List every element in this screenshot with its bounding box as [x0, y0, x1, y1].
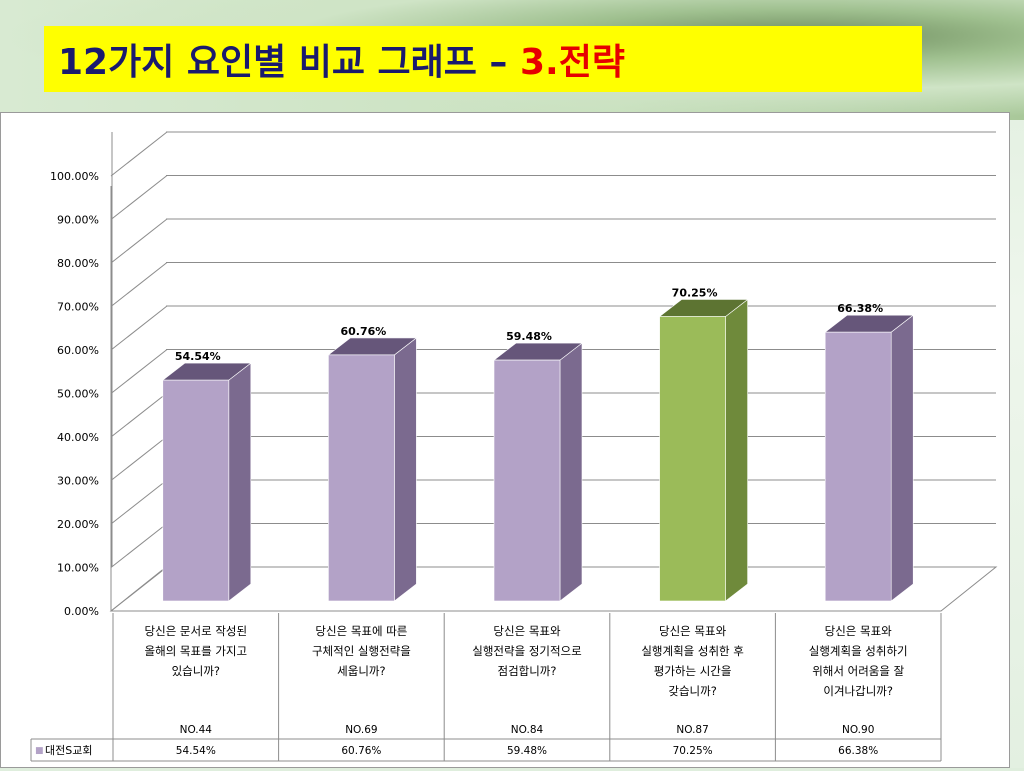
- y-tick-label: 90.00%: [57, 214, 99, 227]
- y-tick-label: 60.00%: [57, 344, 99, 357]
- category-code: NO.87: [676, 724, 708, 736]
- data-label: 60.76%: [340, 325, 386, 338]
- bar-side: [559, 342, 583, 602]
- bar-side: [725, 298, 748, 602]
- category-code: NO.84: [511, 724, 544, 736]
- y-tick-label: 80.00%: [57, 257, 99, 270]
- gridline-diagonal: [110, 523, 168, 568]
- chart-floor: [109, 566, 998, 612]
- table-value: 60.76%: [341, 745, 381, 757]
- y-tick-label: 100.00%: [50, 170, 99, 183]
- bar: 54.54%: [161, 350, 252, 602]
- category-label: 갖습니까?: [668, 684, 716, 698]
- y-tick-label: 10.00%: [57, 562, 99, 575]
- category-label: 당신은 목표와: [825, 624, 893, 638]
- chart-panel: 0.00% 10.00% 20.00% 30.00% 40.00% 50.00% 60.00…: [0, 112, 1010, 768]
- y-tick-label: 0.00%: [64, 605, 99, 618]
- category-label: 올해의 목표를 가지고: [145, 644, 248, 658]
- gridline-diagonal: [110, 349, 168, 394]
- title-bar: 12가지 요인별 비교 그래프 – 3.전략: [44, 26, 922, 92]
- y-tick-label: 50.00%: [57, 388, 99, 401]
- title-main: 12가지 요인별 비교 그래프 –: [58, 42, 508, 83]
- data-label: 54.54%: [175, 350, 221, 363]
- bar-front: [493, 359, 561, 602]
- y-tick-label: 20.00%: [57, 518, 99, 531]
- category-code: NO.69: [345, 724, 377, 736]
- gridline-diagonal: [110, 479, 168, 525]
- data-label: 59.48%: [506, 330, 552, 343]
- gridline-diagonal: [110, 131, 168, 177]
- y-tick-label: 40.00%: [57, 431, 99, 444]
- gridline-diagonal: [110, 392, 168, 438]
- bars: 54.54% 60.76% 59.48% 70.25% 66.38%: [161, 286, 915, 602]
- category-label: 당신은 목표와: [493, 624, 561, 638]
- category-label: 평가하는 시간을: [654, 664, 732, 678]
- title-accent: 3.전략: [519, 42, 625, 83]
- bar: 60.76%: [327, 325, 418, 602]
- bar-side: [394, 337, 417, 602]
- page-title: 12가지 요인별 비교 그래프 – 3.전략: [58, 33, 625, 85]
- bar-side: [228, 362, 252, 602]
- category-label: 당신은 목표와: [659, 624, 727, 638]
- bar-side: [890, 314, 914, 602]
- bar: 66.38%: [824, 302, 915, 602]
- bar-front: [328, 354, 395, 602]
- category-label: 위해서 어려움을 잘: [812, 664, 904, 678]
- table-value: 59.48%: [507, 745, 547, 757]
- category-label: 세웁니까?: [337, 664, 385, 678]
- legend-marker: ■: [35, 746, 44, 756]
- data-label: 70.25%: [672, 286, 718, 299]
- table-value: 70.25%: [673, 745, 713, 757]
- gridline-diagonal: [110, 436, 168, 481]
- category-label: 구체적인 실행전략을: [312, 644, 411, 658]
- gridline-diagonal: [110, 305, 168, 351]
- category-label: 실행계획을 성취한 후: [641, 644, 744, 658]
- y-axis: 0.00% 10.00% 20.00% 30.00% 40.00% 50.00% 60.00…: [50, 170, 112, 618]
- category-label: 당신은 목표에 따른: [315, 624, 407, 638]
- category-label: 이겨나갑니까?: [823, 684, 893, 698]
- y-tick-label: 30.00%: [57, 475, 99, 488]
- category-label: 실행전략을 정기적으로: [472, 644, 581, 658]
- bar: 59.48%: [493, 330, 583, 602]
- category-label: 실행계획을 성취하기: [809, 644, 908, 658]
- legend-label: 대전S교회: [45, 744, 92, 757]
- bar-front: [824, 331, 892, 602]
- y-tick-label: 70.00%: [57, 301, 99, 314]
- category-code: NO.90: [842, 724, 874, 736]
- category-code: NO.44: [180, 724, 213, 736]
- bar-chart: 0.00% 10.00% 20.00% 30.00% 40.00% 50.00% 60.00…: [30, 131, 998, 762]
- table-value: 54.54%: [176, 745, 216, 757]
- category-label: 있습니까?: [172, 664, 220, 678]
- data-label: 66.38%: [837, 302, 883, 315]
- bar-front: [659, 316, 726, 602]
- bar-front: [162, 379, 230, 602]
- bar: 70.25%: [658, 286, 749, 602]
- gridline-diagonal: [110, 218, 168, 264]
- category-label: 점검합니까?: [497, 664, 556, 678]
- category-label: 당신은 문서로 작성된: [145, 624, 248, 638]
- gridline-diagonal: [110, 175, 168, 220]
- gridline-diagonal: [110, 262, 168, 307]
- table-value: 66.38%: [838, 745, 878, 757]
